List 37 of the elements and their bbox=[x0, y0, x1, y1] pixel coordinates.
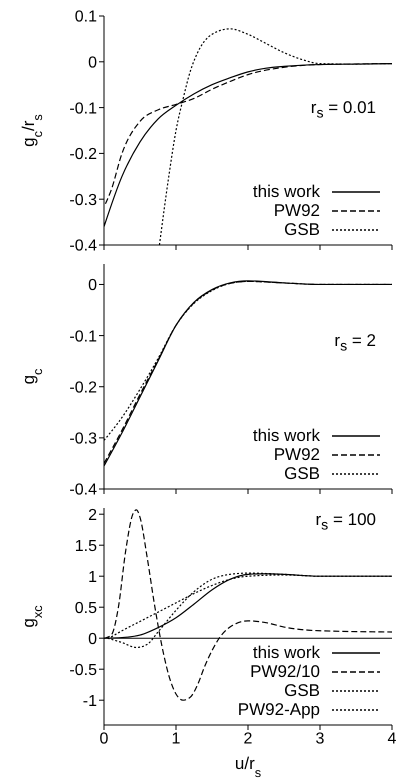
legend-label: PW92-App bbox=[238, 700, 320, 719]
y-tick-label: -0.1 bbox=[69, 328, 98, 346]
x-tick-label: 4 bbox=[388, 730, 397, 748]
y-tick-label: -0.3 bbox=[69, 192, 98, 209]
y-tick-label: -0.4 bbox=[69, 238, 98, 255]
legend-label: this work bbox=[252, 426, 320, 445]
legend-label: this work bbox=[252, 643, 320, 662]
y-tick-label: 2 bbox=[88, 506, 98, 524]
y-tick-label: 1.5 bbox=[74, 538, 98, 555]
annotation: r$_{s}$ = 0.01 bbox=[310, 98, 376, 122]
y-tick-label: -0.1 bbox=[69, 100, 98, 118]
y-tick-label: -1 bbox=[82, 692, 98, 710]
legend-label: PW92 bbox=[274, 201, 320, 220]
y-tick-label: -0.5 bbox=[69, 662, 98, 679]
y-tick-label: -0.2 bbox=[69, 146, 98, 164]
y-tick-label: -0.3 bbox=[69, 430, 98, 448]
y-tick-label: 0.5 bbox=[74, 600, 98, 617]
y-tick-label: -0.4 bbox=[69, 482, 98, 499]
legend-label: GSB bbox=[284, 464, 320, 483]
annotation: r$_{s}$ = 100 bbox=[316, 510, 376, 534]
legend-label: PW92 bbox=[274, 445, 320, 464]
y-tick-label: 0 bbox=[88, 277, 98, 294]
annotation: r$_{s}$ = 2 bbox=[334, 331, 376, 354]
legend-label: GSB bbox=[284, 220, 320, 239]
x-tick-label: 1 bbox=[172, 730, 181, 748]
y-tick-label: 1 bbox=[88, 568, 98, 586]
legend-label: this work bbox=[252, 182, 320, 201]
x-tick-label: 3 bbox=[316, 730, 325, 748]
y-tick-label: -0.2 bbox=[69, 379, 98, 396]
x-tick-label: 2 bbox=[244, 730, 253, 748]
legend-label: GSB bbox=[284, 681, 320, 700]
y-tick-label: 0 bbox=[88, 54, 98, 72]
x-tick-label: 0 bbox=[100, 730, 109, 748]
y-tick-label: 0.1 bbox=[74, 8, 98, 26]
legend-label: PW92/10 bbox=[250, 662, 320, 681]
x-axis-title: u/r$_{s}$ bbox=[234, 754, 262, 779]
y-tick-label: 0 bbox=[88, 630, 98, 648]
